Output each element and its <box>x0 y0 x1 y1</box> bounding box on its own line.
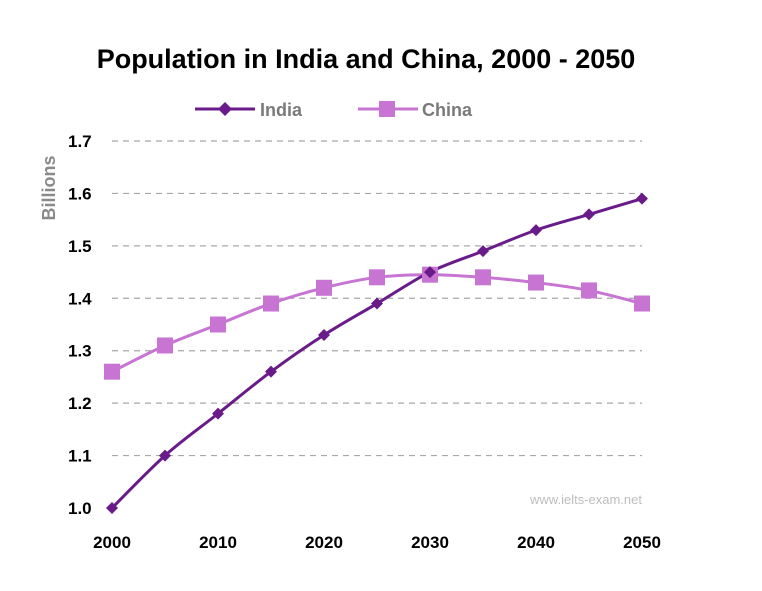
y-tick-label: 1.1 <box>68 447 92 466</box>
data-point-india <box>583 208 595 221</box>
y-tick-label: 1.6 <box>68 184 92 203</box>
data-point-china <box>210 316 226 333</box>
data-point-china <box>157 337 173 354</box>
data-point-india <box>106 502 118 514</box>
data-point-china <box>528 274 544 291</box>
y-tick-label: 1.5 <box>68 237 92 256</box>
data-point-india <box>212 407 224 420</box>
y-tick-label: 1.0 <box>68 499 92 518</box>
y-axis-ticks: 1.0 1.1 1.2 1.3 1.4 1.5 1.6 1.7 <box>68 132 92 518</box>
series-line-china <box>111 273 643 374</box>
data-point-china <box>369 269 385 286</box>
legend-item-india: India <box>195 100 303 120</box>
data-point-india <box>265 365 277 378</box>
data-point-india <box>530 224 542 237</box>
data-point-india <box>424 266 436 279</box>
y-axis-label: Billions <box>39 155 59 220</box>
x-tick-label: 2050 <box>623 533 661 552</box>
data-point-india <box>318 328 330 341</box>
series-lines <box>110 197 643 510</box>
data-point-india <box>371 297 383 310</box>
data-point-india <box>477 245 489 258</box>
y-tick-label: 1.4 <box>68 289 92 308</box>
x-tick-label: 2020 <box>305 533 343 552</box>
data-point-china <box>263 295 279 312</box>
legend-label-india: India <box>260 100 303 120</box>
legend: India China <box>195 100 473 120</box>
legend-marker-china <box>379 101 395 117</box>
legend-marker-india <box>218 102 232 116</box>
x-tick-label: 2000 <box>93 533 131 552</box>
x-tick-label: 2030 <box>411 533 449 552</box>
legend-item-china: China <box>358 100 473 120</box>
watermark: www.ielts-exam.net <box>529 492 642 507</box>
legend-label-china: China <box>422 100 473 120</box>
y-tick-label: 1.3 <box>68 342 92 361</box>
chart-title: Population in India and China, 2000 - 20… <box>97 44 636 74</box>
x-axis-ticks: 2000 2010 2020 2030 2040 2050 <box>93 533 661 552</box>
data-point-china <box>634 295 650 312</box>
y-tick-label: 1.7 <box>68 132 92 151</box>
series-markers <box>104 192 650 514</box>
data-point-china <box>475 269 491 286</box>
data-point-china <box>104 363 120 380</box>
series-line-india <box>110 197 643 510</box>
x-tick-label: 2040 <box>517 533 555 552</box>
x-tick-label: 2010 <box>199 533 237 552</box>
data-point-india <box>636 192 648 205</box>
data-point-china <box>316 279 332 296</box>
data-point-china <box>581 282 597 299</box>
data-point-india <box>159 449 171 462</box>
y-tick-label: 1.2 <box>68 394 92 413</box>
